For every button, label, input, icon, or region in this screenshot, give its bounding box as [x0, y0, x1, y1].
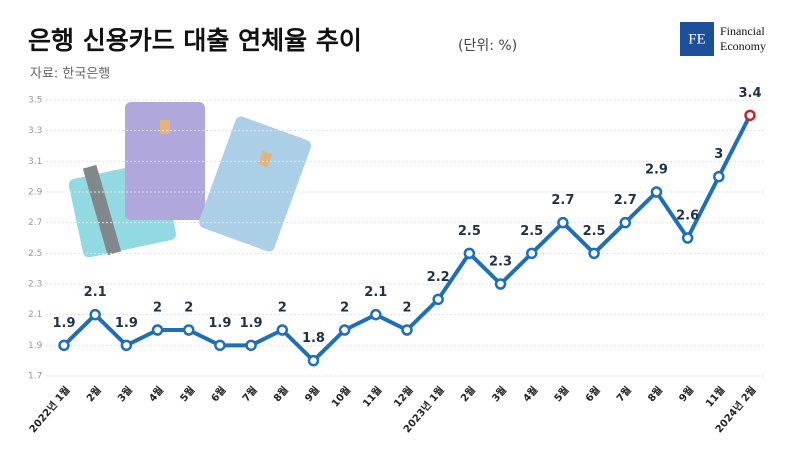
data-label: 2.2	[427, 270, 450, 285]
x-tick-label: 6월	[583, 384, 603, 404]
data-label: 2.9	[645, 163, 668, 178]
data-point	[214, 339, 226, 352]
data-point	[245, 339, 257, 352]
data-label: 2.5	[520, 224, 543, 239]
y-tick-label: 3.5	[28, 96, 42, 106]
data-label: 1.9	[52, 316, 75, 331]
data-point	[525, 247, 538, 260]
data-label: 2.5	[583, 224, 606, 239]
card-chip	[160, 120, 170, 134]
card-chip	[257, 150, 273, 168]
data-label: 2	[340, 301, 349, 316]
data-label: 2.1	[84, 285, 107, 300]
x-tick-label: 6월	[209, 384, 229, 404]
data-point	[307, 354, 320, 367]
data-point	[744, 109, 756, 122]
data-point	[619, 216, 632, 229]
data-point	[713, 170, 725, 183]
card	[125, 102, 205, 220]
data-label: 2.3	[489, 255, 512, 270]
data-point	[557, 216, 569, 229]
data-point	[463, 247, 476, 260]
y-tick-label: 2.1	[28, 310, 42, 320]
y-tick-label: 3.3	[28, 126, 42, 136]
logo-mark: FE	[688, 31, 706, 47]
data-point	[58, 339, 70, 352]
x-tick-label: 7월	[614, 384, 634, 404]
data-label: 1.9	[115, 316, 138, 331]
x-tick-label: 8월	[271, 384, 291, 404]
data-label: 2	[153, 301, 162, 316]
data-label: 2	[278, 301, 287, 316]
data-point	[432, 293, 444, 306]
data-point	[370, 308, 382, 321]
data-label: 2	[402, 301, 411, 316]
logo-box	[680, 22, 714, 56]
x-tick-label: 7월	[240, 384, 260, 404]
logo-text: Economy	[720, 39, 766, 53]
chart-title: 은행 신용카드 대출 연체율 추이	[28, 26, 362, 55]
x-tick-label: 11월	[360, 384, 384, 409]
card-illustration	[68, 102, 312, 258]
x-tick-label: 3월	[115, 384, 135, 404]
logo: FE Financial Economy	[680, 22, 766, 56]
x-tick-label: 5월	[178, 384, 198, 404]
data-point	[650, 186, 663, 198]
x-tick-label: 9월	[302, 384, 322, 404]
data-point	[151, 324, 164, 336]
y-tick-label: 1.9	[28, 341, 43, 351]
data-label: 2	[184, 301, 193, 316]
data-label: 3.4	[738, 86, 761, 101]
x-tick-label: 11월	[703, 384, 727, 409]
x-tick-label: 2월	[458, 384, 478, 404]
data-label: 1.9	[240, 316, 263, 331]
data-label: 2.7	[614, 193, 637, 208]
data-point	[401, 324, 413, 336]
data-label: 2.7	[551, 193, 574, 208]
data-point	[494, 278, 507, 290]
logo-text: Financial	[720, 24, 765, 38]
chart-subtitle: (단위: %)	[458, 38, 517, 54]
data-point	[120, 339, 133, 352]
x-tick-label: 2월	[84, 384, 104, 404]
source: 자료: 한국은행	[30, 66, 110, 82]
x-tick-label: 3월	[490, 384, 510, 404]
y-tick-label: 1.7	[28, 372, 42, 382]
data-point	[182, 324, 195, 336]
data-label: 1.8	[302, 331, 325, 346]
x-tick-label: 4월	[147, 384, 167, 404]
data-label: 3	[714, 147, 723, 162]
card-stripe	[82, 164, 122, 256]
data-point	[89, 308, 101, 321]
data-point	[276, 324, 289, 336]
data-point	[681, 232, 694, 244]
y-tick-label: 2.7	[28, 218, 42, 228]
y-tick-label: 2.5	[28, 249, 42, 259]
x-tick-label: 2022년 1월	[26, 384, 72, 436]
x-tick-label: 4월	[521, 384, 541, 404]
x-tick-label: 10월	[329, 384, 353, 409]
data-point	[338, 324, 351, 336]
card	[198, 116, 312, 252]
data-point	[588, 247, 600, 260]
data-label: 2.6	[676, 209, 699, 224]
y-tick-label: 3.1	[28, 157, 42, 167]
y-tick-label: 2.3	[28, 280, 42, 290]
data-label: 1.9	[208, 316, 231, 331]
x-tick-label: 5월	[552, 384, 572, 404]
x-tick-label: 8월	[645, 384, 665, 404]
x-tick-label: 12월	[392, 384, 416, 409]
x-tick-label: 9월	[677, 384, 697, 404]
data-label: 2.1	[364, 285, 387, 300]
data-label: 2.5	[458, 224, 481, 239]
y-tick-label: 2.9	[28, 188, 43, 198]
